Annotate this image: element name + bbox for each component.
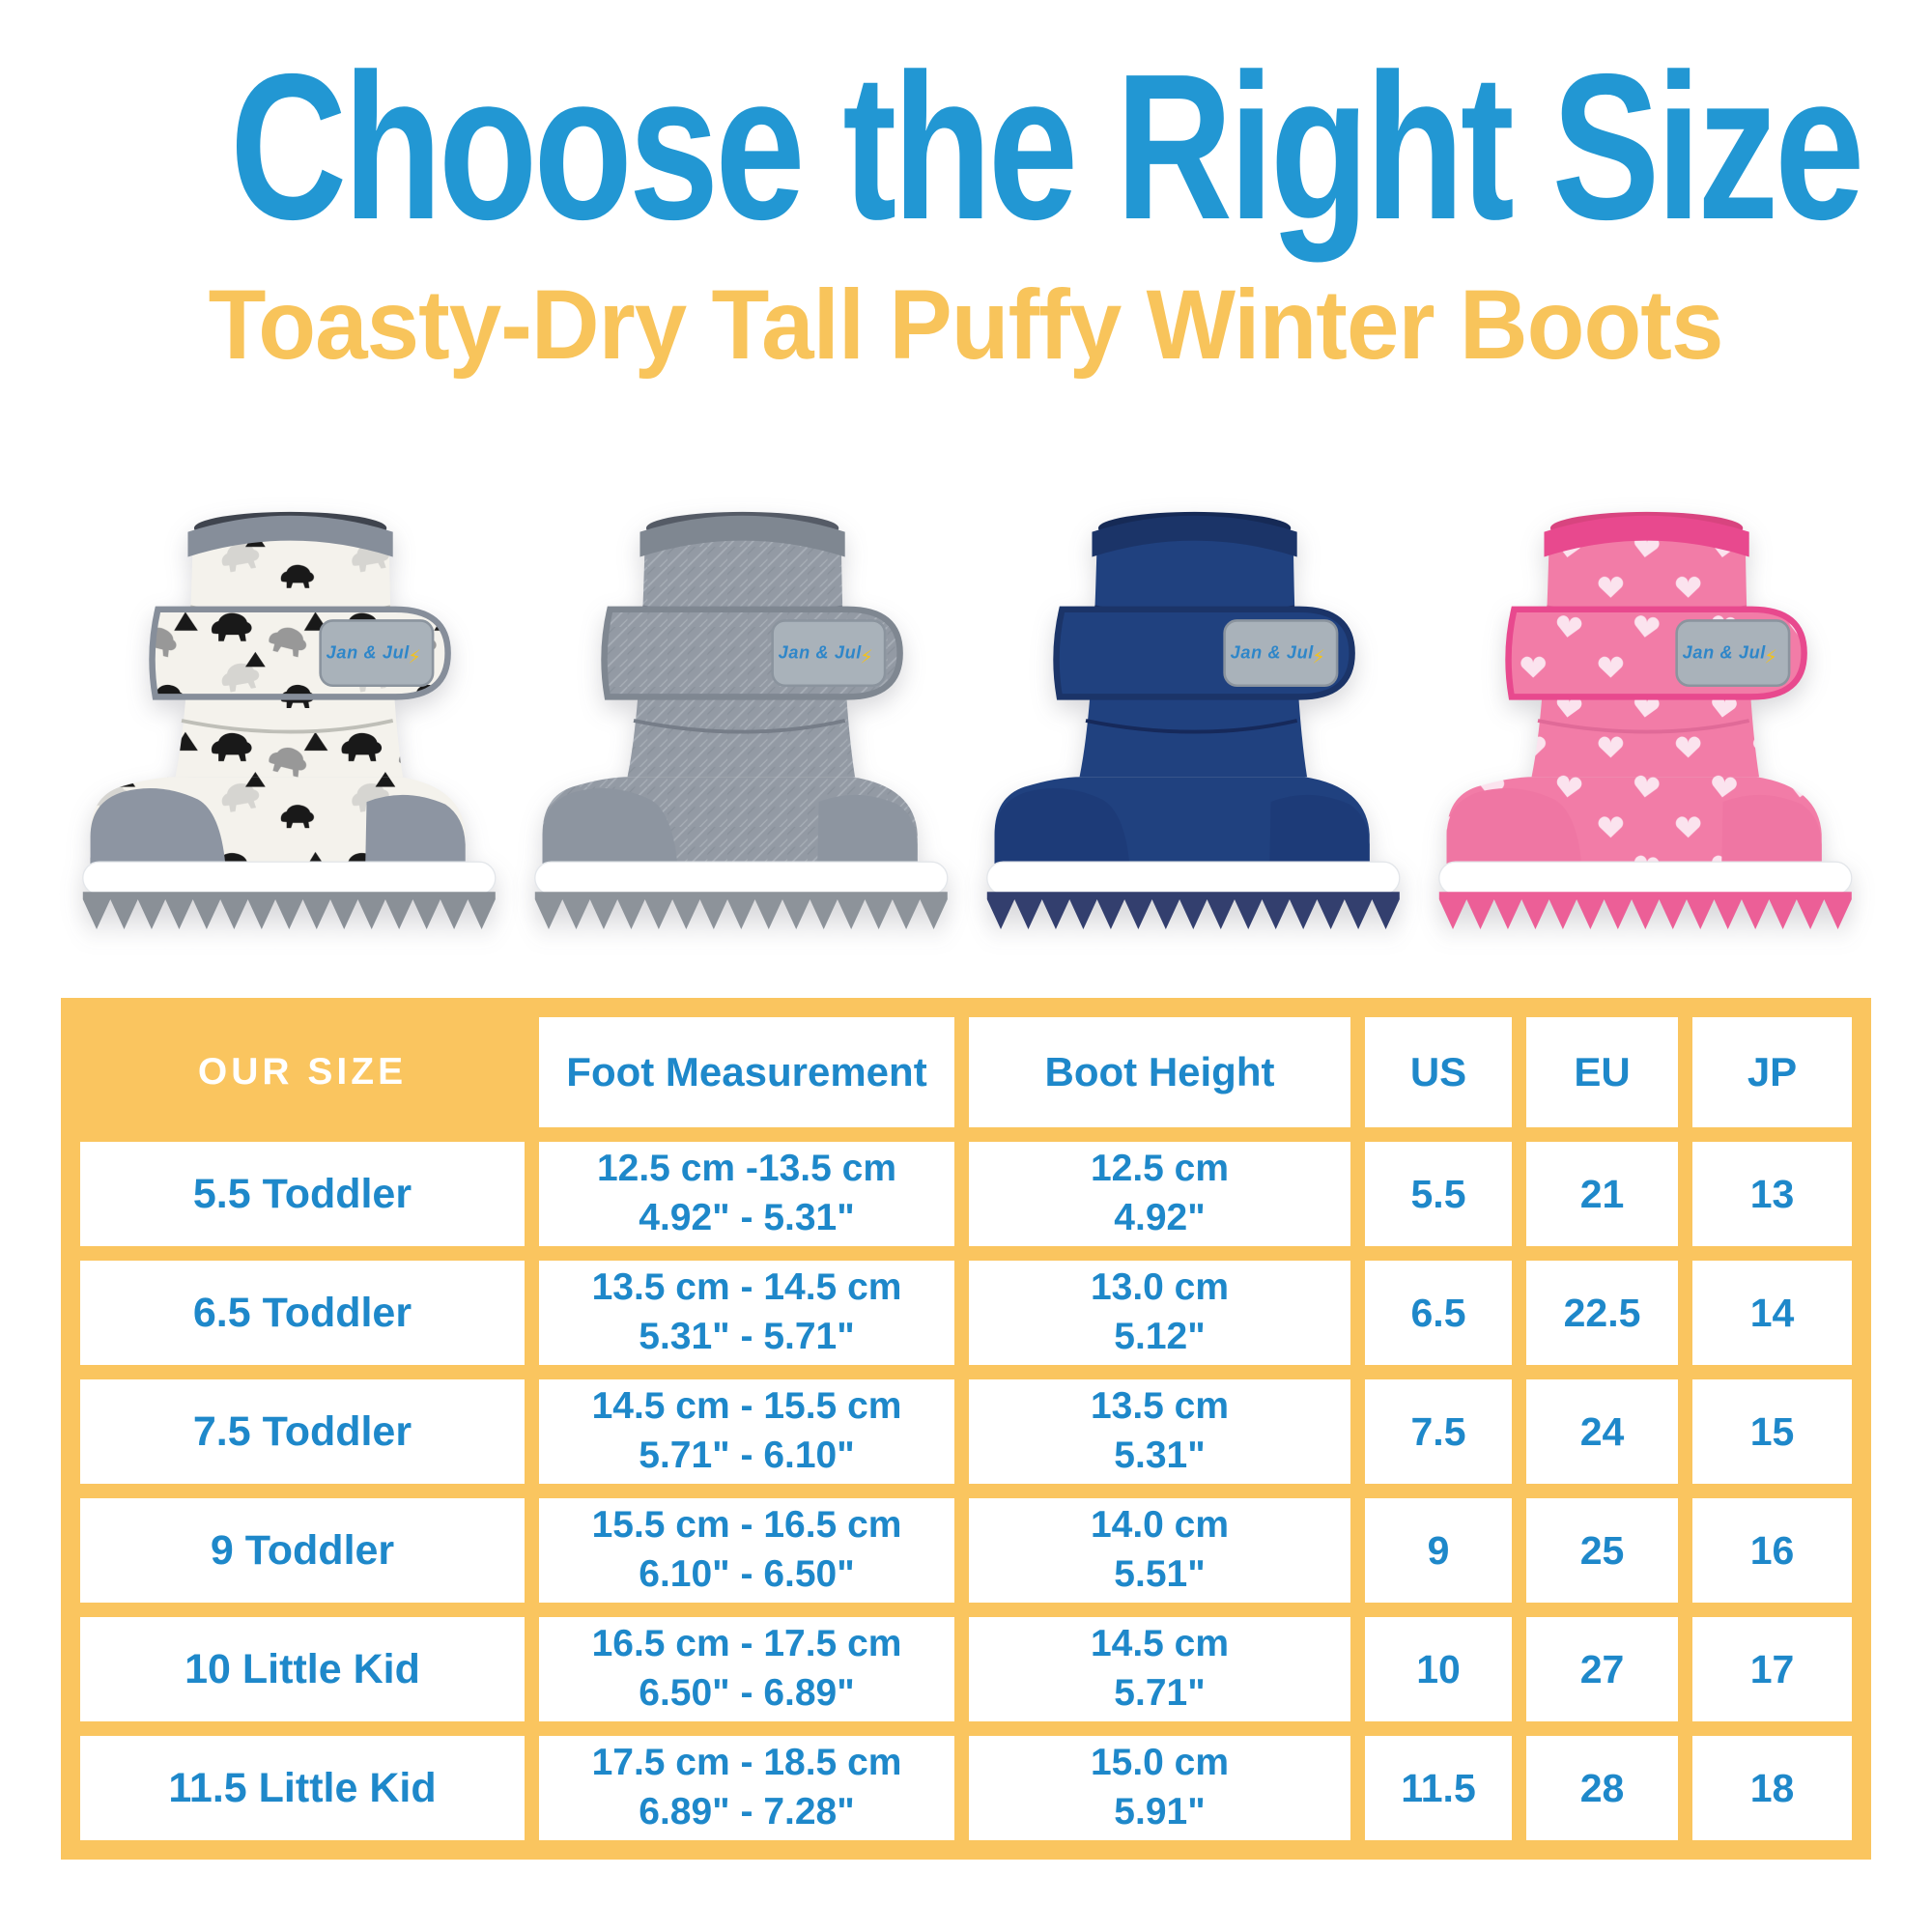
foot-measurement-cm: 15.5 cm - 16.5 cm xyxy=(591,1504,902,1547)
eu-size-cell: 27 xyxy=(1526,1617,1678,1721)
foot-measurement-in: 5.71" - 6.10" xyxy=(639,1435,855,1476)
boot-height-cell: 15.0 cm 5.91" xyxy=(969,1736,1350,1840)
brand-logo-text: Jan & Jul xyxy=(1683,642,1767,662)
our-size-cell: 7.5 Toddler xyxy=(80,1379,525,1484)
boot-outsole xyxy=(986,892,1400,930)
eu-size-cell: 25 xyxy=(1526,1498,1678,1603)
boot-height-cell: 13.0 cm 5.12" xyxy=(969,1261,1350,1365)
boot-height-in: 4.92" xyxy=(1114,1197,1206,1238)
boot-height-cell: 14.0 cm 5.51" xyxy=(969,1498,1350,1603)
size-chart-table: OUR SIZE Foot Measurement Boot Height US… xyxy=(61,998,1871,1860)
boot-image-pink-hearts: Jan & Jul ⚡ xyxy=(1432,487,1857,942)
foot-measurement-in: 6.50" - 6.89" xyxy=(639,1672,855,1714)
us-size-cell: 6.5 xyxy=(1365,1261,1512,1365)
jp-size-cell: 15 xyxy=(1692,1379,1852,1484)
our-size-cell: 5.5 Toddler xyxy=(80,1142,525,1246)
boot-height-cm: 15.0 cm xyxy=(1090,1742,1230,1784)
brand-patch: Jan & Jul ⚡ xyxy=(771,619,887,688)
lightning-bolt-icon: ⚡ xyxy=(408,645,421,668)
brand-logo-text: Jan & Jul xyxy=(327,642,411,662)
page-subtitle-text: Toasty-Dry Tall Puffy Winter Boots xyxy=(209,270,1724,380)
lightning-bolt-icon: ⚡ xyxy=(1312,645,1325,668)
boot-height-in: 5.91" xyxy=(1114,1791,1206,1833)
boot-image-bear-print: Jan & Jul ⚡ xyxy=(75,487,500,942)
boot-height-cm: 13.0 cm xyxy=(1090,1266,1230,1309)
boot-height-cell: 14.5 cm 5.71" xyxy=(969,1617,1350,1721)
our-size-cell: 11.5 Little Kid xyxy=(80,1736,525,1840)
lightning-bolt-icon: ⚡ xyxy=(1764,645,1777,668)
foot-measurement-in: 5.31" - 5.71" xyxy=(639,1316,855,1357)
eu-size-cell: 28 xyxy=(1526,1736,1678,1840)
brand-logo-text: Jan & Jul xyxy=(1231,642,1315,662)
boot-outsole xyxy=(1438,892,1852,930)
boot-height-in: 5.51" xyxy=(1114,1553,1206,1595)
boot-midsole xyxy=(82,861,497,895)
foot-measurement-cm: 17.5 cm - 18.5 cm xyxy=(591,1742,902,1784)
foot-measurement-cell: 15.5 cm - 16.5 cm 6.10" - 6.50" xyxy=(539,1498,954,1603)
boot-midsole xyxy=(1438,861,1853,895)
column-header-foot-measurement: Foot Measurement xyxy=(539,1017,954,1127)
foot-measurement-cell: 13.5 cm - 14.5 cm 5.31" - 5.71" xyxy=(539,1261,954,1365)
page-title-text: Choose the Right Size xyxy=(230,30,1864,263)
boot-height-in: 5.71" xyxy=(1114,1672,1206,1714)
boot-height-in: 5.31" xyxy=(1114,1435,1206,1476)
page-subtitle: Toasty-Dry Tall Puffy Winter Boots xyxy=(0,275,1932,374)
eu-size-cell: 24 xyxy=(1526,1379,1678,1484)
column-header-our-size: OUR SIZE xyxy=(197,1051,408,1093)
boot-outsole xyxy=(82,892,496,930)
us-size-cell: 5.5 xyxy=(1365,1142,1512,1246)
column-header-us: US xyxy=(1365,1017,1512,1127)
us-size-cell: 10 xyxy=(1365,1617,1512,1721)
jp-size-cell: 14 xyxy=(1692,1261,1852,1365)
eu-size-cell: 21 xyxy=(1526,1142,1678,1246)
jp-size-cell: 13 xyxy=(1692,1142,1852,1246)
jp-size-cell: 17 xyxy=(1692,1617,1852,1721)
foot-measurement-cell: 16.5 cm - 17.5 cm 6.50" - 6.89" xyxy=(539,1617,954,1721)
us-size-cell: 11.5 xyxy=(1365,1736,1512,1840)
foot-measurement-cell: 14.5 cm - 15.5 cm 5.71" - 6.10" xyxy=(539,1379,954,1484)
foot-measurement-cm: 14.5 cm - 15.5 cm xyxy=(591,1385,902,1428)
column-header-eu: EU xyxy=(1526,1017,1678,1127)
boot-height-cm: 12.5 cm xyxy=(1090,1148,1230,1190)
column-header-boot-height: Boot Height xyxy=(969,1017,1350,1127)
boot-midsole xyxy=(534,861,949,895)
brand-patch: Jan & Jul ⚡ xyxy=(1223,619,1339,688)
boot-height-in: 5.12" xyxy=(1114,1316,1206,1357)
jp-size-cell: 16 xyxy=(1692,1498,1852,1603)
foot-measurement-in: 6.89" - 7.28" xyxy=(639,1791,855,1833)
brand-patch: Jan & Jul ⚡ xyxy=(319,619,435,688)
jp-size-cell: 18 xyxy=(1692,1736,1852,1840)
us-size-cell: 7.5 xyxy=(1365,1379,1512,1484)
our-size-cell: 9 Toddler xyxy=(80,1498,525,1603)
boot-height-cm: 14.5 cm xyxy=(1090,1623,1230,1665)
foot-measurement-in: 6.10" - 6.50" xyxy=(639,1553,855,1595)
brand-logo-text: Jan & Jul xyxy=(779,642,863,662)
foot-measurement-in: 4.92" - 5.31" xyxy=(639,1197,855,1238)
boot-height-cell: 13.5 cm 5.31" xyxy=(969,1379,1350,1484)
boot-height-cm: 13.5 cm xyxy=(1090,1385,1230,1428)
boot-image-navy: Jan & Jul ⚡ xyxy=(980,487,1405,942)
boot-height-cm: 14.0 cm xyxy=(1090,1504,1230,1547)
boot-outsole xyxy=(534,892,948,930)
brand-patch: Jan & Jul ⚡ xyxy=(1675,619,1791,688)
our-size-cell: 10 Little Kid xyxy=(80,1617,525,1721)
boot-image-grey-heather: Jan & Jul ⚡ xyxy=(527,487,952,942)
foot-measurement-cm: 12.5 cm -13.5 cm xyxy=(596,1148,897,1190)
product-images-row: Jan & Jul ⚡ Jan & Jul xyxy=(0,486,1932,942)
foot-measurement-cm: 16.5 cm - 17.5 cm xyxy=(591,1623,902,1665)
us-size-cell: 9 xyxy=(1365,1498,1512,1603)
foot-measurement-cell: 12.5 cm -13.5 cm 4.92" - 5.31" xyxy=(539,1142,954,1246)
column-header-jp: JP xyxy=(1692,1017,1852,1127)
boot-height-cell: 12.5 cm 4.92" xyxy=(969,1142,1350,1246)
eu-size-cell: 22.5 xyxy=(1526,1261,1678,1365)
foot-measurement-cm: 13.5 cm - 14.5 cm xyxy=(591,1266,902,1309)
page-title: Choose the Right Size xyxy=(0,43,1932,250)
our-size-cell: 6.5 Toddler xyxy=(80,1261,525,1365)
foot-measurement-cell: 17.5 cm - 18.5 cm 6.89" - 7.28" xyxy=(539,1736,954,1840)
lightning-bolt-icon: ⚡ xyxy=(860,645,873,668)
boot-midsole xyxy=(986,861,1401,895)
